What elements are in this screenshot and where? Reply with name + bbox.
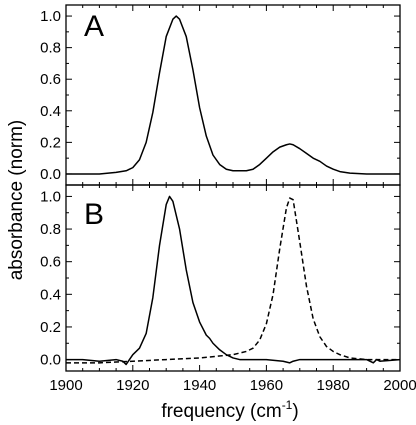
y-axis-title: absorbance (norm): [6, 120, 27, 281]
panel-b-frame: [65, 184, 401, 372]
x-axis-title-superscript: -1: [282, 398, 293, 412]
panel-b-label: B: [84, 198, 104, 231]
x-axis-title-main: frequency (cm: [161, 401, 281, 422]
panel-b-y-tick-label: 0.2: [40, 319, 61, 336]
x-tick-label: 1960: [250, 377, 283, 394]
x-axis-title: frequency (cm-1): [161, 398, 298, 422]
x-tick-label: 1980: [317, 377, 350, 394]
panel-a-series-solid-line: [66, 15, 400, 175]
x-tick-label: 1940: [183, 377, 216, 394]
panel-b-y-tick-label: 0.0: [40, 352, 61, 369]
panel-a-y-tick-label: 0.6: [40, 71, 61, 88]
panel-a-y-tick-label: 0.4: [40, 103, 61, 120]
panel-b-series-solid-line: [66, 195, 401, 366]
panel-a-y-tick-label: 1.0: [40, 8, 61, 25]
x-tick-label: 2000: [383, 377, 416, 394]
panel-a-y-tick-label: 0.2: [40, 134, 61, 151]
x-tick-label: 1900: [49, 377, 82, 394]
panel-a-frame: [65, 4, 401, 186]
x-tick-label: 1920: [116, 377, 149, 394]
panel-b-series-dashed-line: [66, 197, 400, 364]
panel-a-y-tick-label: 0.8: [40, 40, 61, 57]
x-axis-title-suffix: ): [292, 401, 298, 422]
panel-a-label: A: [84, 10, 104, 43]
panel-b-y-tick-label: 1.0: [40, 188, 61, 205]
panel-b-y-tick-label: 0.8: [40, 221, 61, 238]
panel-b: 0.0 0.2 0.4 0.6 0.8 1.0 1900 1920 1940 1960 1980 20…: [40, 184, 416, 394]
panel-b-y-tick-label: 0.6: [40, 254, 61, 271]
panel-b-y-tick-label: 0.4: [40, 286, 61, 303]
panel-a-y-tick-label: 0.0: [40, 166, 61, 183]
